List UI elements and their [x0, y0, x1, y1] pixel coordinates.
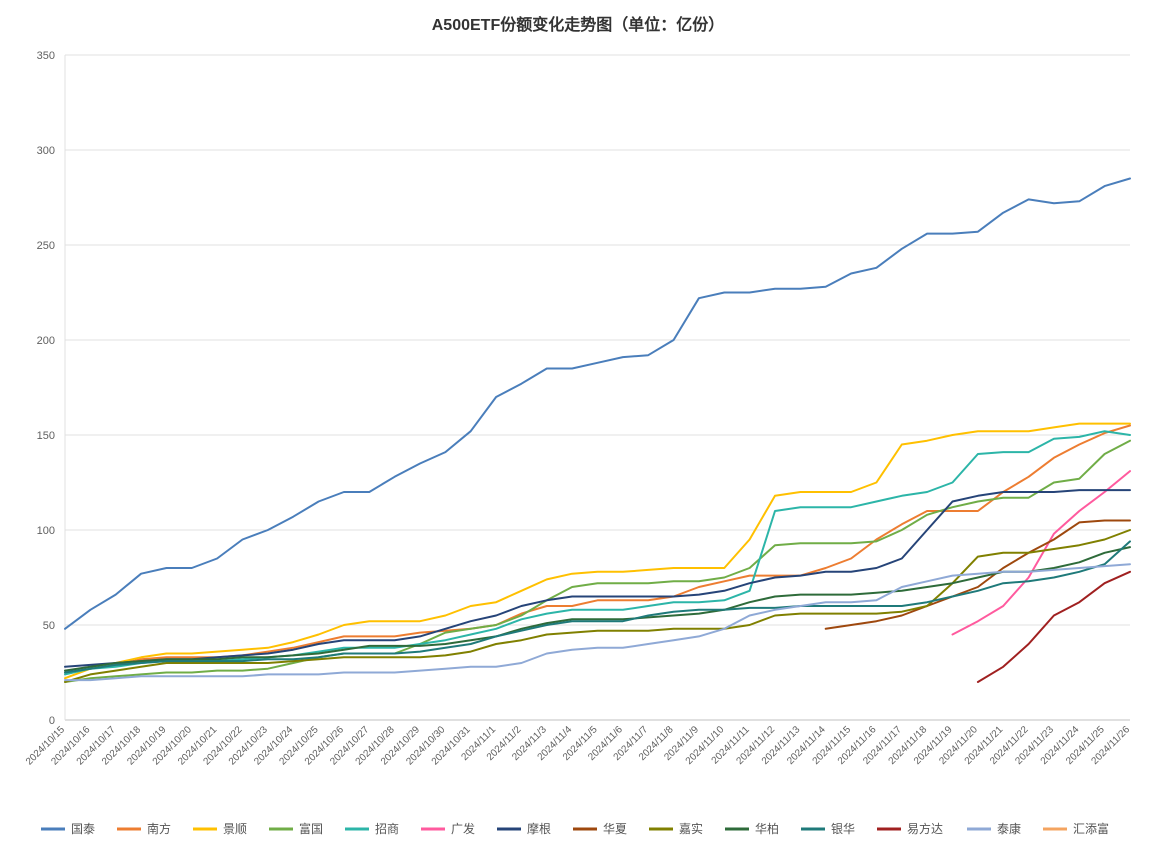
y-tick-label: 150	[37, 430, 55, 442]
legend-label: 汇添富	[1073, 821, 1109, 836]
y-tick-label: 200	[37, 335, 55, 347]
series-line-guotai	[65, 179, 1130, 629]
legend-item-zhaoshang[interactable]: 招商	[345, 821, 399, 836]
legend-label: 摩根	[527, 821, 551, 836]
legend-item-fuguo[interactable]: 富国	[269, 821, 323, 836]
legend-item-guotai[interactable]: 国泰	[41, 822, 95, 836]
legend-label: 华柏	[755, 821, 779, 836]
series-line-yifangda	[978, 572, 1130, 682]
legend-item-huitianfu[interactable]: 汇添富	[1043, 821, 1109, 836]
legend-label: 招商	[375, 821, 399, 836]
legend-item-jiashi[interactable]: 嘉实	[649, 821, 703, 836]
legend-item-mogen[interactable]: 摩根	[497, 821, 551, 836]
legend-label: 富国	[299, 821, 323, 836]
legend-label: 国泰	[71, 822, 95, 836]
legend-item-huabo[interactable]: 华柏	[725, 821, 779, 836]
series-line-fuguo	[65, 441, 1130, 682]
legend-label: 南方	[147, 821, 171, 836]
y-tick-label: 100	[37, 525, 55, 537]
legend-label: 嘉实	[679, 821, 703, 836]
legend-label: 泰康	[997, 821, 1021, 836]
y-tick-label: 300	[37, 145, 55, 157]
chart-title: A500ETF份额变化走势图（单位：亿份）	[432, 15, 724, 34]
y-tick-label: 250	[37, 240, 55, 252]
legend-item-jingshun[interactable]: 景顺	[193, 822, 247, 836]
legend-item-guangfa[interactable]: 广发	[421, 821, 475, 836]
legend-label: 景顺	[223, 822, 247, 836]
chart-svg: A500ETF份额变化走势图（单位：亿份） 0 50 100 150 200 250 300 3…	[0, 0, 1156, 857]
series-line-yinhua	[65, 541, 1130, 672]
legend-item-taikang[interactable]: 泰康	[967, 821, 1021, 836]
legend-item-nanfang[interactable]: 南方	[117, 821, 171, 836]
legend-label: 广发	[451, 821, 475, 836]
legend-label: 银华	[831, 822, 855, 836]
legend-item-huaxia[interactable]: 华夏	[573, 822, 627, 836]
legend-item-yifangda[interactable]: 易方达	[877, 821, 943, 836]
y-tick-label: 350	[37, 50, 55, 62]
legend-item-yinhua[interactable]: 银华	[801, 822, 855, 836]
line-chart: A500ETF份额变化走势图（单位：亿份） 0 50 100 150 200 250 300 3…	[0, 0, 1156, 857]
y-tick-label: 50	[43, 620, 55, 632]
legend-label: 易方达	[907, 821, 943, 836]
legend-label: 华夏	[603, 822, 627, 836]
y-tick-label: 0	[49, 715, 55, 727]
